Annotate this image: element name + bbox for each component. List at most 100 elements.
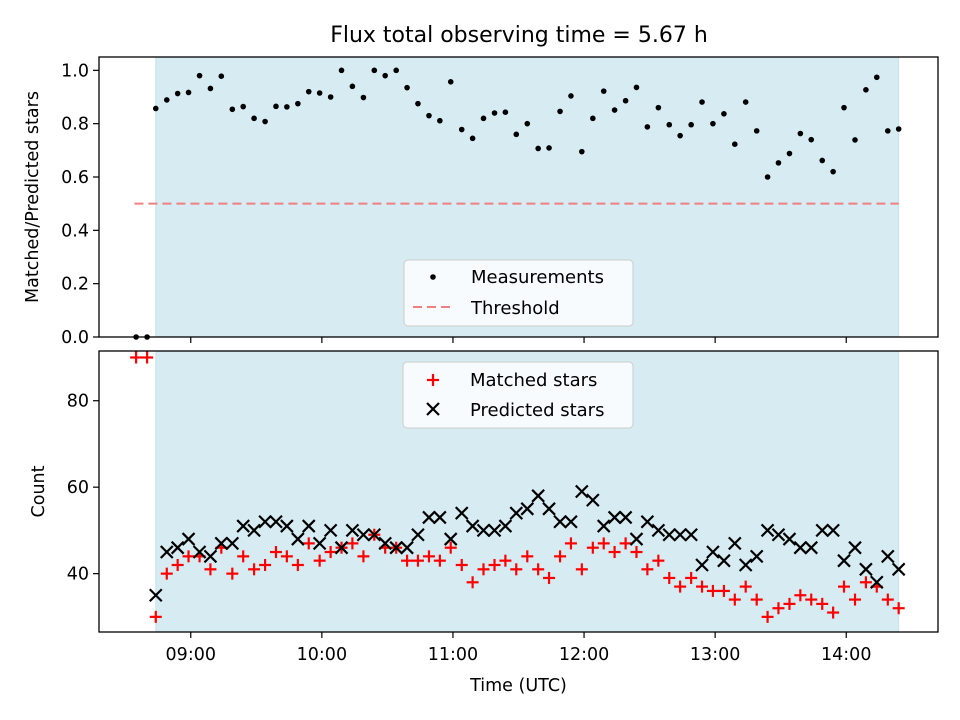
predicted-star-point: [433, 510, 447, 525]
bottom-legend-box: [402, 361, 634, 429]
predicted-star-point: [870, 575, 884, 590]
measurement-point: [742, 99, 749, 105]
measurement-point: [273, 103, 279, 110]
predicted-star-point: [782, 532, 797, 546]
predicted-star-point: [236, 519, 250, 533]
measurement-point: [207, 85, 214, 92]
measurement-point: [338, 67, 345, 74]
measurement-point: [305, 88, 312, 95]
matched-stars-points: [130, 351, 905, 623]
measurement-point: [557, 108, 563, 115]
matched-star-point: [641, 563, 654, 576]
matched-star-point: [794, 589, 807, 602]
predicted-star-point: [575, 484, 589, 499]
measurement-point: [873, 74, 880, 81]
bottom-x-ticks: 09:00 10:00 11:00 12:00 13:00 14:00: [166, 632, 871, 665]
measurement-point: [699, 99, 705, 105]
predicted-star-point: [334, 540, 349, 555]
legend-predicted-label: Predicted stars: [470, 400, 604, 421]
predicted-star-point: [673, 527, 687, 542]
measurement-point: [174, 90, 181, 97]
bottom-x-tick-label: 10:00: [297, 645, 347, 665]
matched-star-point: [532, 563, 545, 576]
matched-star-point: [739, 580, 752, 593]
bottom-x-axis-label: Time (UTC): [469, 676, 567, 696]
matched-star-point: [455, 558, 468, 571]
predicted-star-point: [531, 489, 545, 503]
measurement-point: [437, 117, 443, 124]
measurement-point: [360, 94, 367, 101]
predicted-star-point: [826, 523, 840, 538]
matched-star-point: [827, 606, 840, 619]
matched-star-point: [838, 580, 851, 593]
matched-star-point: [488, 558, 501, 571]
measurement-point: [393, 67, 399, 74]
predicted-star-point: [651, 523, 666, 538]
matched-star-point: [357, 550, 370, 563]
predicted-star-point: [607, 510, 622, 525]
measurement-point: [251, 115, 257, 122]
measurement-point: [797, 130, 804, 137]
matched-star-point: [608, 546, 621, 559]
top-y-axis-label: Matched/Predicted stars: [23, 91, 43, 303]
predicted-star-point: [225, 536, 240, 551]
top-y-tick-label: 0.8: [61, 115, 89, 135]
matched-star-point: [237, 550, 250, 563]
bottom-x-tick-label: 14:00: [821, 645, 871, 665]
bottom-y-tick-label: 40: [67, 565, 89, 585]
measurement-point: [491, 110, 498, 116]
predicted-star-point: [367, 527, 382, 542]
chart-title: Flux total observing time = 5.67 h: [330, 23, 708, 48]
predicted-star-point: [586, 493, 600, 507]
measurement-point: [666, 121, 673, 128]
matched-star-point: [248, 563, 261, 576]
matched-star-point: [619, 537, 632, 550]
measurement-point: [240, 103, 247, 110]
predicted-star-point: [564, 514, 578, 529]
predicted-star-point: [738, 558, 753, 572]
predicted-star-point: [389, 540, 403, 555]
top-y-tick-label: 0.0: [61, 328, 89, 348]
predicted-star-point: [422, 510, 436, 525]
bottom-x-tick-label: 13:00: [690, 645, 740, 665]
bottom-y-tick-label: 60: [67, 478, 89, 498]
measurement-point: [163, 97, 170, 103]
matched-star-point: [411, 554, 424, 567]
predicted-star-point: [301, 519, 316, 533]
matched-star-point: [149, 610, 162, 623]
measurement-point: [655, 104, 662, 111]
measurement-point: [480, 115, 487, 122]
top-legend-box: [403, 259, 634, 327]
predicted-star-point: [640, 514, 655, 529]
predicted-star-point: [170, 540, 185, 555]
measurement-point: [884, 128, 891, 134]
predicted-star-point: [629, 532, 644, 546]
measurement-point: [764, 174, 771, 180]
legend-measurements-marker: [430, 274, 436, 280]
matched-star-point: [750, 593, 763, 606]
predicted-star-point: [356, 527, 371, 542]
matched-star-point: [696, 580, 709, 593]
measurement-point: [469, 135, 476, 142]
measurement-point: [633, 84, 640, 91]
legend-matched-marker: [427, 374, 439, 386]
predicted-star-point: [859, 562, 873, 577]
predicted-star-point: [291, 532, 305, 546]
predicted-star-point: [465, 519, 480, 533]
measurement-point: [262, 118, 268, 125]
measurement-point: [447, 79, 454, 85]
matched-star-point: [302, 537, 315, 550]
measurement-point: [382, 72, 388, 79]
measurement-point: [841, 104, 847, 111]
measurement-point: [152, 105, 159, 112]
measurement-point: [590, 115, 596, 122]
predicted-star-point: [662, 527, 677, 542]
predicted-star-point: [181, 532, 196, 546]
measurement-point: [721, 111, 727, 117]
bottom-legend: Matched stars Predicted stars: [402, 361, 634, 429]
measurement-point: [196, 72, 203, 79]
predicted-star-point: [312, 536, 327, 551]
measurement-point: [644, 124, 651, 130]
measurement-point: [786, 150, 793, 157]
matched-star-point: [401, 554, 414, 567]
